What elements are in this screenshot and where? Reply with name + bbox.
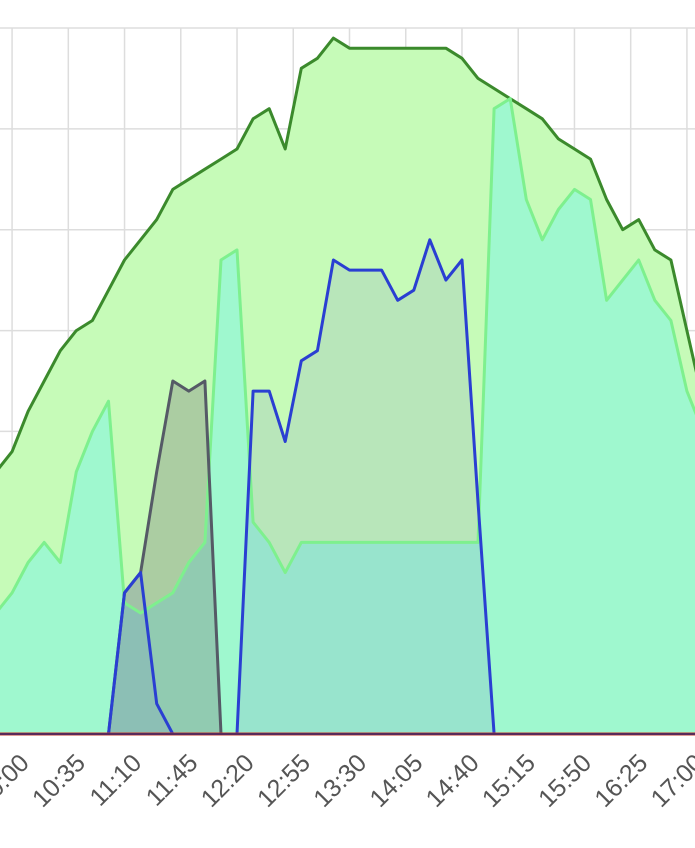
x-tick-label: 14:05 (364, 749, 428, 813)
x-tick-label: 12:20 (196, 749, 260, 813)
x-tick-label: 15:15 (477, 749, 541, 813)
line (0, 97, 695, 615)
x-tick-label: 11:45 (141, 749, 204, 812)
line (0, 36, 695, 470)
x-tick-label: 11:10 (84, 749, 147, 812)
x-tick-label: 17:00 (646, 749, 695, 813)
x-tick-label: 14:40 (421, 749, 485, 813)
area (0, 381, 695, 734)
area (0, 239, 695, 734)
x-tick-label: 13:30 (308, 749, 372, 813)
x-tick-label: 16:25 (589, 749, 653, 813)
area (0, 98, 695, 734)
x-tick-label: 12:55 (252, 749, 316, 813)
x-tick-label: 10:35 (27, 749, 91, 813)
x-tick-label: 15:50 (533, 749, 597, 813)
x-tick-label: 10:00 (0, 749, 35, 813)
